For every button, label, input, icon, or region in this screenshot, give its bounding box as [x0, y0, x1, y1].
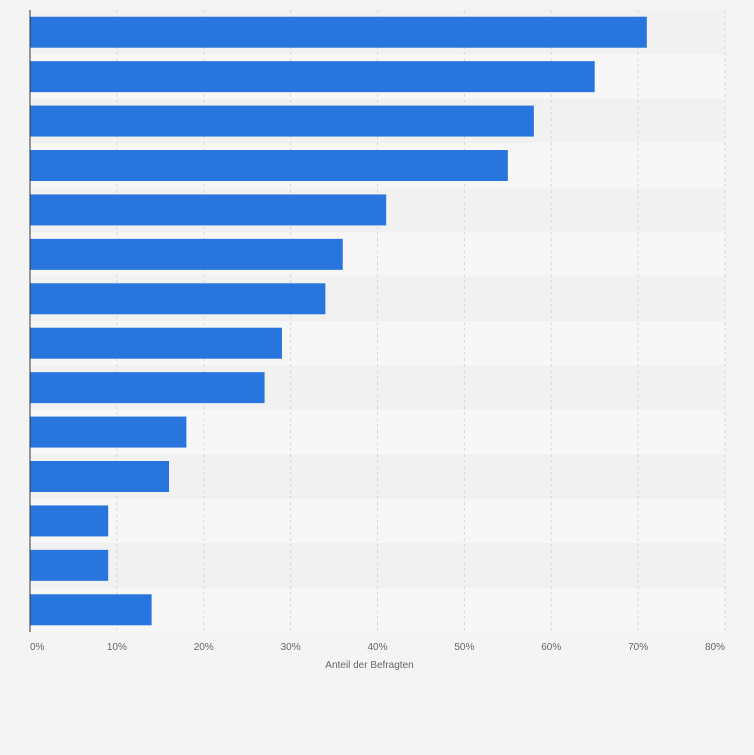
x-axis-label: Anteil der Befragten	[325, 660, 413, 671]
bar[interactable]	[30, 105, 534, 137]
bar[interactable]	[30, 150, 508, 181]
bar[interactable]	[30, 461, 169, 492]
x-tick-label: 30%	[281, 642, 301, 653]
x-tick-label: 50%	[454, 642, 474, 653]
bar[interactable]	[30, 505, 109, 537]
x-tick-label: 10%	[107, 642, 127, 653]
x-tick-label: 60%	[541, 642, 561, 653]
bar[interactable]	[30, 416, 187, 448]
bar[interactable]	[30, 194, 387, 226]
x-tick-label: 0%	[30, 642, 45, 653]
bar[interactable]	[30, 327, 282, 359]
x-tick-label: 80%	[705, 642, 725, 653]
bar[interactable]	[30, 16, 647, 48]
x-tick-label: 20%	[194, 642, 214, 653]
bar[interactable]	[30, 372, 265, 404]
bar[interactable]	[30, 61, 595, 93]
x-tick-labels: 0% 10% 20% 30% 40% 50% 60% 70% 80%	[30, 642, 725, 653]
bar[interactable]	[30, 549, 109, 581]
bars	[30, 16, 647, 626]
bar[interactable]	[30, 238, 343, 270]
bar[interactable]	[30, 283, 326, 315]
x-tick-label: 40%	[367, 642, 387, 653]
x-tick-label: 70%	[628, 642, 648, 653]
bar[interactable]	[30, 594, 152, 626]
